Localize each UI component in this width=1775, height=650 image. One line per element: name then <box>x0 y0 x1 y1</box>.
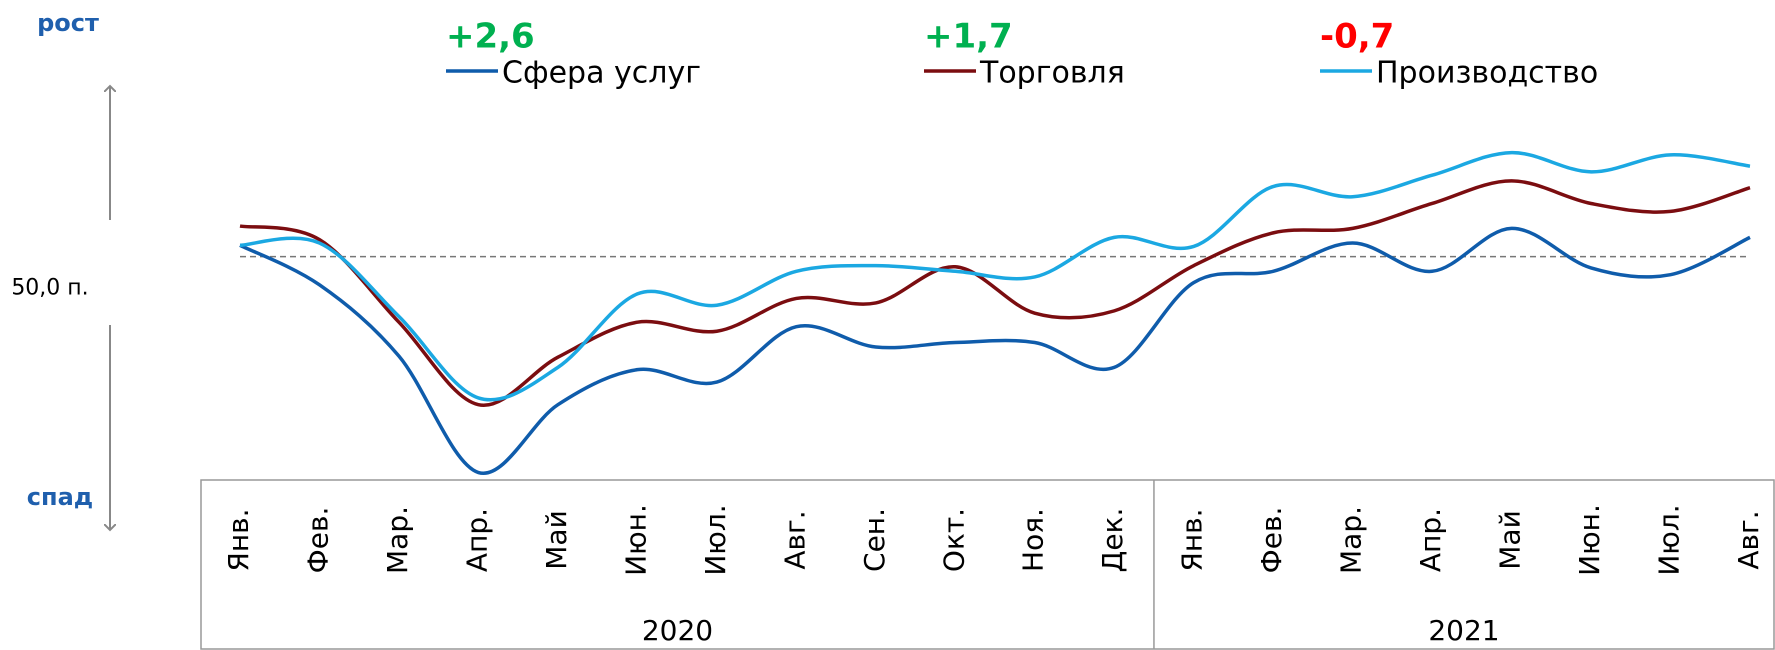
x-tick-label: Янв. <box>222 508 255 571</box>
change-label: +2,6 <box>446 17 535 57</box>
x-tick-label: Июн. <box>1573 504 1606 576</box>
change-label: +1,7 <box>924 17 1013 57</box>
x-tick-label: Авг. <box>778 510 811 569</box>
x-tick-label: Фев. <box>301 507 334 574</box>
x-tick-label: Авг. <box>1732 510 1765 569</box>
x-tick-label: Окт. <box>937 508 970 572</box>
axis-box <box>200 479 1775 650</box>
x-tick-label: Июл. <box>1653 504 1686 575</box>
legend-label: Производство <box>1376 56 1598 91</box>
series-line <box>239 150 1751 402</box>
change-label: -0,7 <box>1320 17 1394 57</box>
x-tick-label: Мар. <box>381 506 414 574</box>
series-line <box>239 226 1751 475</box>
x-tick-label: Ноя. <box>1017 508 1050 572</box>
legend-label: Торговля <box>979 56 1125 91</box>
x-tick-label: Мар. <box>1335 506 1368 574</box>
x-tick-label: Июл. <box>699 504 732 575</box>
up-label: рост <box>37 9 99 37</box>
x-tick-label: Янв. <box>1176 508 1209 571</box>
x-tick-label: Май <box>1494 510 1527 570</box>
down-label: спад <box>27 483 93 511</box>
series-line <box>239 179 1751 407</box>
reference-label: 50,0 п. <box>11 276 88 301</box>
year-label: 2020 <box>642 614 713 647</box>
x-tick-label: Апр. <box>1414 508 1447 572</box>
legend-label: Сфера услуг <box>502 56 701 91</box>
x-tick-label: Фев. <box>1255 507 1288 574</box>
x-tick-label: Июн. <box>619 504 652 576</box>
x-tick-label: Апр. <box>460 508 493 572</box>
x-tick-label: Сен. <box>858 508 891 572</box>
x-tick-label: Май <box>540 510 573 570</box>
year-label: 2021 <box>1428 614 1499 647</box>
x-tick-label: Дек. <box>1096 508 1129 573</box>
